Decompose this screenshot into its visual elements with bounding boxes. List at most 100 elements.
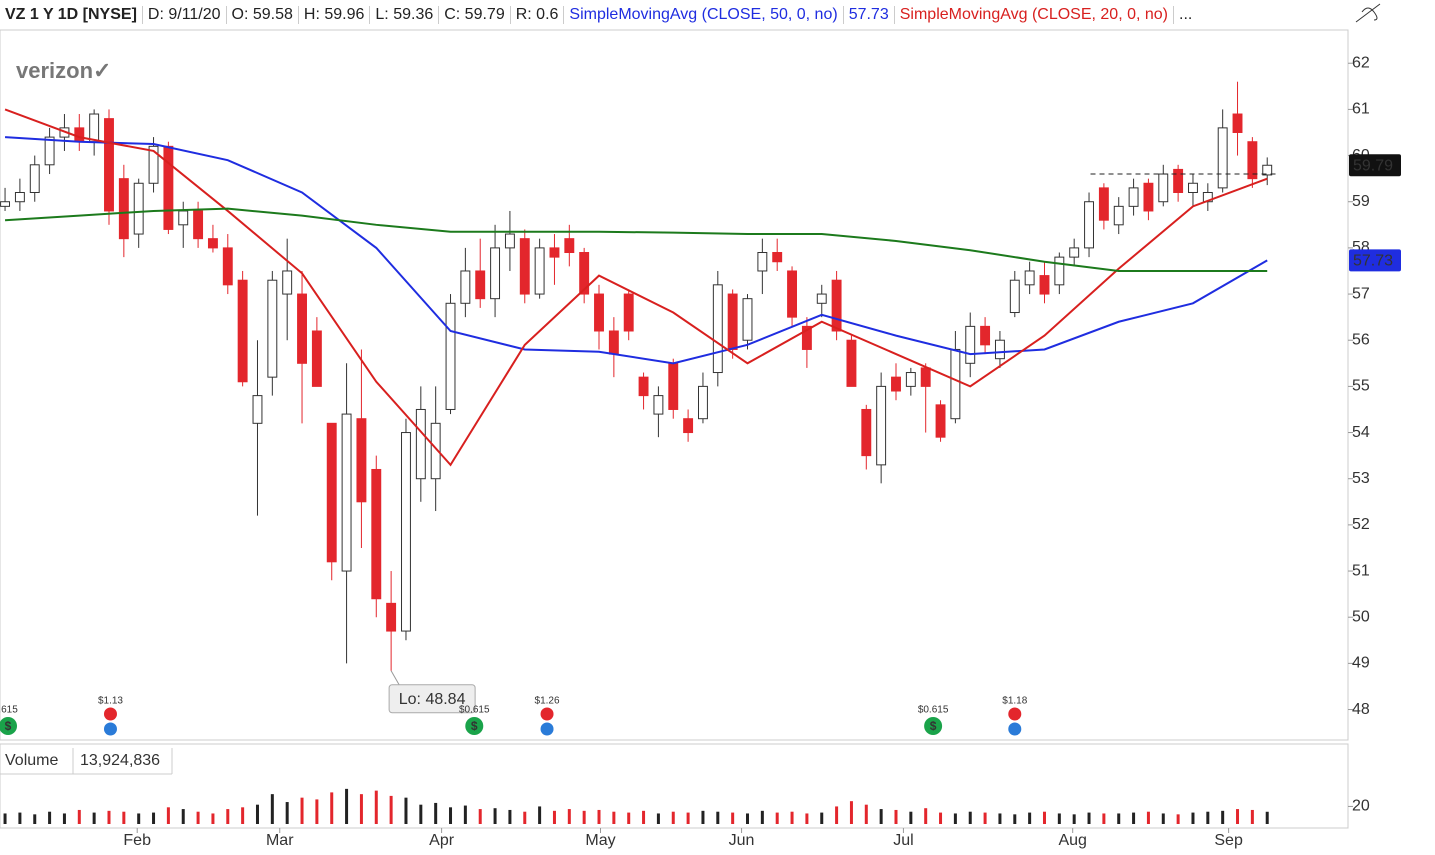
volume-bar (731, 812, 735, 824)
earnings-icon (1008, 707, 1022, 721)
candle-body (252, 395, 263, 424)
volume-bar (211, 813, 215, 824)
volume-bar (567, 809, 571, 824)
dividend-symbol: $ (930, 719, 937, 733)
candle-body (1098, 187, 1109, 221)
candle-body (386, 602, 397, 632)
header: VZ 1 Y 1D [NYSE] D: 9/11/20 O: 59.58 H: 59… (0, 0, 1197, 30)
candle-body (1113, 205, 1124, 226)
volume-last: 13,924,836 (80, 752, 160, 769)
candle-body (341, 413, 352, 572)
candle-body (415, 408, 426, 480)
earnings-icon (103, 707, 117, 721)
volume-bar (1176, 814, 1180, 824)
volume-bar (835, 806, 839, 824)
volume-bar (62, 813, 66, 824)
candle-body (519, 238, 530, 295)
header-more: ... (1179, 6, 1193, 23)
y-tick-label: 56 (1352, 331, 1370, 348)
candle-body (994, 339, 1005, 360)
candle-body (831, 279, 842, 332)
volume-bar (671, 811, 675, 824)
low-annotation: Lo: 48.84 (399, 691, 466, 708)
volume-bar (716, 811, 720, 824)
candle-body (698, 385, 708, 420)
legend-entry: SimpleMovingAvg (CLOSE, 20, 0, no) (895, 6, 1175, 24)
candle-body (1217, 127, 1228, 189)
volume-bar (345, 788, 349, 824)
volume-bar (77, 809, 81, 824)
candle-body (460, 270, 471, 304)
volume-bar (939, 812, 943, 824)
volume-bar (1236, 809, 1240, 824)
candle-body (326, 422, 337, 563)
candle-body (623, 293, 634, 332)
volume-bar (181, 809, 185, 824)
candle-body (74, 127, 85, 143)
logo: verizon✓ (16, 58, 111, 83)
volume-bar (894, 809, 898, 824)
x-tick-label: Apr (429, 832, 455, 849)
candle-body (534, 247, 545, 295)
candle-body (1039, 275, 1050, 295)
candle-body (118, 178, 129, 240)
candle-body (445, 302, 456, 410)
volume-bar (434, 802, 438, 824)
x-tick-label: Jun (729, 832, 755, 849)
volume-bar (48, 811, 52, 824)
dividend-symbol: $ (5, 719, 12, 733)
y-tick-label: 62 (1352, 54, 1370, 71)
earnings-bulb (1008, 722, 1022, 736)
candle-body (757, 252, 768, 272)
dividend-label: $0.615 (459, 705, 490, 716)
candle-body (282, 270, 293, 295)
volume-bar (805, 813, 809, 824)
volume-title: Volume (5, 752, 58, 769)
volume-bar (92, 812, 96, 824)
y-tick-label: 51 (1352, 562, 1370, 579)
candle-body (1262, 164, 1273, 176)
candle-body (1158, 173, 1169, 203)
earnings-bulb (103, 722, 117, 736)
candle-body (297, 293, 307, 364)
candle-body (1188, 182, 1198, 193)
volume-bar (790, 811, 794, 824)
candle-body (638, 376, 649, 397)
volume-bar (582, 810, 586, 824)
volume-bar (686, 812, 690, 824)
volume-bar (597, 809, 601, 824)
header-item: C: 59.79 (439, 6, 511, 24)
volume-bar (508, 809, 512, 824)
last-price: 59.79 (1353, 157, 1393, 174)
candle-body (1173, 168, 1184, 193)
volume-bar (1191, 812, 1195, 824)
candle-body (1232, 113, 1243, 133)
dividend-label: $0.615 (918, 705, 949, 716)
y-tick-label: 59 (1352, 193, 1370, 210)
candle-body (935, 404, 946, 438)
volume-bar (642, 810, 646, 824)
y-tick-label: 55 (1352, 378, 1370, 395)
dividend-icon (0, 717, 18, 735)
volume-bar (849, 801, 853, 824)
candle-body (846, 339, 857, 387)
y-tick-label: 48 (1352, 701, 1370, 718)
volume-bar (419, 804, 423, 824)
annotation-pointer (390, 670, 400, 686)
volume-bar (449, 807, 453, 824)
volume-bar (1013, 814, 1017, 824)
dividend-icon (465, 717, 484, 735)
volume-bar (627, 812, 631, 824)
candle-body (89, 113, 100, 143)
candle-body (787, 270, 798, 318)
volume-bar (909, 811, 913, 824)
candle-body (44, 136, 55, 166)
settings-icon[interactable] (1355, 3, 1381, 23)
moving-average-line (4, 207, 1268, 272)
volume-bar (300, 797, 304, 824)
volume-bar (1250, 809, 1254, 824)
candle-body (564, 238, 575, 254)
volume-bar (330, 792, 334, 824)
volume-bar (760, 810, 764, 824)
candle-body (1084, 201, 1094, 249)
